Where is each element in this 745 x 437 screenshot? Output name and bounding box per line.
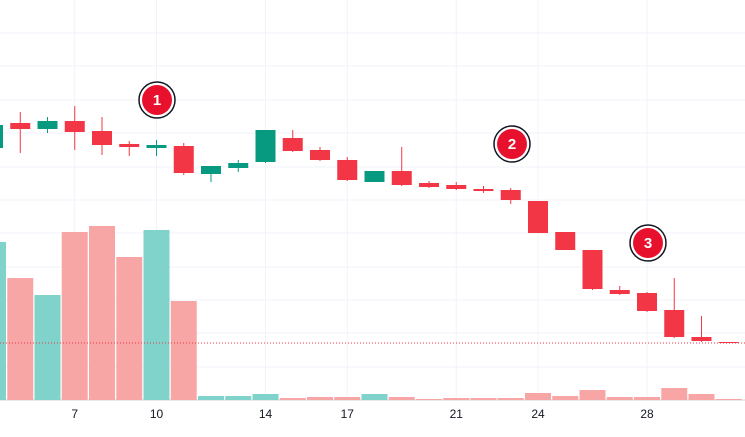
volume-bar bbox=[634, 397, 660, 400]
volume-bar bbox=[0, 242, 6, 400]
marker-label: 1 bbox=[153, 92, 161, 109]
candle-body bbox=[500, 190, 521, 200]
volume-bar bbox=[225, 396, 252, 400]
event-marker: 1 bbox=[138, 81, 176, 119]
volume-bar bbox=[388, 397, 415, 400]
candle-body bbox=[582, 250, 603, 289]
candle-body bbox=[228, 163, 249, 168]
event-marker: 3 bbox=[629, 224, 667, 262]
x-tick-label: 28 bbox=[640, 407, 654, 421]
candle-body bbox=[391, 171, 412, 185]
candle-body bbox=[446, 185, 467, 189]
x-tick-label: 24 bbox=[531, 407, 545, 421]
candle-body bbox=[528, 201, 548, 233]
event-marker: 2 bbox=[493, 125, 531, 163]
volume-bar bbox=[416, 399, 442, 400]
candle-body bbox=[0, 125, 3, 148]
volume-bar bbox=[443, 398, 470, 400]
volume-bar bbox=[116, 257, 143, 400]
marker-label: 3 bbox=[644, 235, 652, 252]
x-tick-label: 7 bbox=[71, 407, 78, 421]
candle-body bbox=[609, 290, 630, 294]
marker-circle bbox=[497, 129, 527, 159]
volume-bar bbox=[497, 398, 524, 400]
volume-bar bbox=[334, 397, 361, 400]
volume-bar bbox=[307, 397, 333, 400]
marker-circle bbox=[142, 85, 172, 115]
candle-body bbox=[718, 342, 739, 343]
volume-bar bbox=[579, 390, 606, 400]
x-tick-label: 10 bbox=[150, 407, 164, 421]
candle-body bbox=[664, 310, 685, 337]
volume-bar bbox=[198, 396, 224, 400]
x-tick-label: 21 bbox=[450, 407, 464, 421]
volume-bar bbox=[34, 295, 61, 400]
candle-body bbox=[555, 232, 576, 250]
candle-body bbox=[691, 337, 712, 341]
candle-body bbox=[10, 123, 31, 129]
volume-bar bbox=[7, 278, 34, 400]
volume-bar bbox=[470, 398, 497, 400]
volume-bar bbox=[361, 394, 388, 400]
volume-bar bbox=[688, 394, 715, 400]
volume-bar bbox=[252, 394, 279, 400]
volume-bar bbox=[89, 226, 115, 400]
marker-label: 2 bbox=[508, 136, 516, 153]
candle-body bbox=[364, 171, 385, 182]
candle-body bbox=[173, 146, 194, 173]
volume-bar bbox=[525, 393, 551, 400]
marker-circle bbox=[633, 228, 663, 258]
volume-bar bbox=[606, 397, 633, 400]
candle-body bbox=[337, 160, 358, 180]
volume-bar bbox=[279, 398, 306, 400]
x-tick-label: 14 bbox=[259, 407, 273, 421]
volume-bar bbox=[143, 230, 170, 400]
candle-body bbox=[473, 189, 494, 191]
candle-body bbox=[64, 121, 85, 132]
candle-body bbox=[201, 166, 221, 174]
x-tick-label: 17 bbox=[341, 407, 355, 421]
candle-body bbox=[255, 130, 276, 162]
volume-bar bbox=[715, 399, 742, 400]
candle-body bbox=[637, 293, 657, 311]
candle-body bbox=[310, 150, 330, 160]
candle-body bbox=[119, 144, 140, 147]
volume-bar bbox=[552, 396, 579, 400]
candle-body bbox=[37, 121, 58, 129]
candle-body bbox=[92, 131, 112, 145]
volume-bar bbox=[661, 388, 688, 400]
candle-body bbox=[419, 183, 439, 187]
candle-body bbox=[282, 138, 303, 151]
volume-bar bbox=[61, 232, 88, 400]
candle-body bbox=[146, 145, 167, 148]
volume-bar bbox=[170, 301, 197, 400]
